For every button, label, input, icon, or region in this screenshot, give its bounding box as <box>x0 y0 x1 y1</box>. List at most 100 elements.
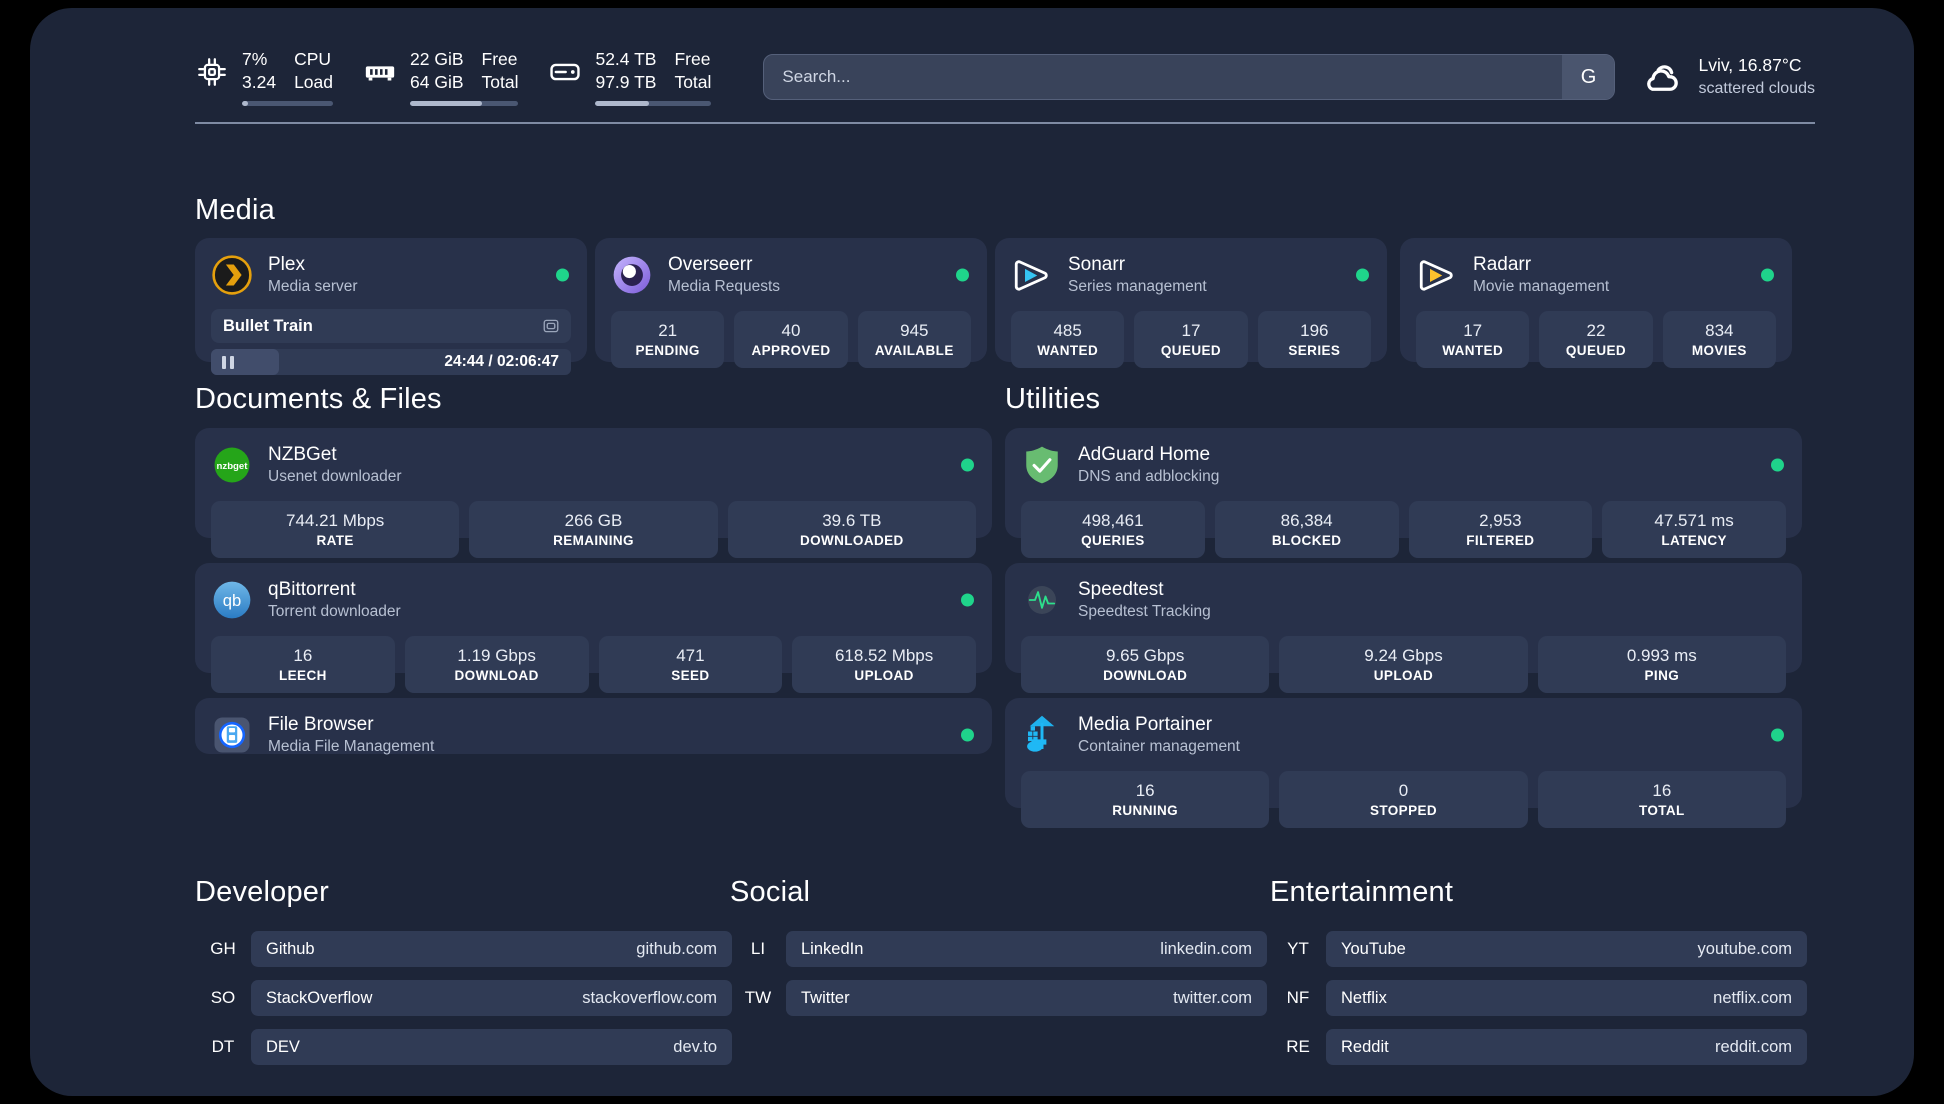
stat-running[interactable]: 16 RUNNING <box>1021 771 1270 829</box>
hardware-stat-disk: 52.4 TB 97.9 TB Free Total <box>548 48 712 106</box>
hardware-progress-bar <box>595 100 712 106</box>
hardware-stat-body: 7% 3.24 CPU Load <box>242 48 333 106</box>
stat-approved[interactable]: 40 APPROVED <box>734 311 848 369</box>
memory-icon <box>363 55 397 89</box>
hardware-label-secondary: Total <box>481 71 519 92</box>
service-card-adguard-home[interactable]: AdGuard Home DNS and adblocking 498,461 … <box>1005 428 1802 559</box>
cpu-icon <box>195 55 229 89</box>
search-engine-button[interactable]: G <box>1562 55 1615 99</box>
bookmark-body: Twitter twitter.com <box>786 980 1267 1016</box>
bookmark-item-netflix[interactable]: NF Netflix netflix.com <box>1270 980 1807 1016</box>
service-card-nzbget[interactable]: nzbget NZBGet Usenet downloader 744.21 M… <box>195 428 992 559</box>
bookmark-item-reddit[interactable]: RE Reddit reddit.com <box>1270 1029 1807 1065</box>
stat-blocked[interactable]: 86,384 BLOCKED <box>1214 501 1399 559</box>
stat-value: 498,461 <box>1082 511 1144 530</box>
stat-upload[interactable]: 618.52 Mbps UPLOAD <box>792 636 976 694</box>
service-card-plex[interactable]: Plex Media server Bullet Train 24:44 / 0… <box>195 238 587 375</box>
stat-queries[interactable]: 498,461 QUERIES <box>1021 501 1205 559</box>
section-title-documents: Documents & Files <box>195 383 442 415</box>
stat-queued[interactable]: 17 QUEUED <box>1134 311 1248 369</box>
stat-filtered[interactable]: 2,953 FILTERED <box>1408 501 1593 559</box>
dashboard-page: 7% 3.24 CPU Load 22 GiB 64 GiB Free Tota <box>30 8 1914 1096</box>
stat-seed[interactable]: 471 SEED <box>598 636 783 694</box>
card-meta: File Browser Media File Management <box>268 713 434 758</box>
stat-wanted[interactable]: 17 WANTED <box>1416 311 1530 369</box>
weather-widget[interactable]: Lviv, 16.87°C scattered clouds <box>1641 54 1815 99</box>
stat-downloaded[interactable]: 39.6 TB DOWNLOADED <box>727 501 976 559</box>
service-card-speedtest[interactable]: Speedtest Speedtest Tracking 9.65 Gbps D… <box>1005 563 1802 694</box>
hardware-value-secondary: 97.9 TB <box>595 71 657 92</box>
stat-label: QUEUED <box>1565 343 1627 359</box>
service-card-sonarr[interactable]: Sonarr Series management 485 WANTED 17 Q… <box>995 238 1387 369</box>
stat-ping[interactable]: 0.993 ms PING <box>1537 636 1786 694</box>
hardware-value-primary: 7% <box>242 49 268 70</box>
card-title: qBittorrent <box>268 578 356 600</box>
hardware-stat-labels: Free Total <box>674 48 711 93</box>
stat-label: DOWNLOAD <box>1103 668 1188 684</box>
bookmark-url: netflix.com <box>1713 988 1792 1007</box>
card-subtitle: Series management <box>1068 278 1207 296</box>
bookmark-abbr: NF <box>1286 988 1310 1007</box>
pause-icon[interactable] <box>222 355 234 369</box>
card-title: Media Portainer <box>1078 713 1213 735</box>
stat-label: SERIES <box>1288 343 1341 359</box>
stat-upload[interactable]: 9.24 Gbps UPLOAD <box>1279 636 1528 694</box>
stat-total[interactable]: 16 TOTAL <box>1537 771 1786 829</box>
stat-leech[interactable]: 16 LEECH <box>211 636 395 694</box>
bookmark-group-title: Entertainment <box>1270 876 1454 908</box>
stat-label: FILTERED <box>1466 533 1535 549</box>
stat-stopped[interactable]: 0 STOPPED <box>1279 771 1528 829</box>
bookmark-item-youtube[interactable]: YT YouTube youtube.com <box>1270 931 1807 967</box>
portainer-icon <box>1021 714 1063 756</box>
bookmark-url: dev.to <box>673 1037 717 1056</box>
stat-series[interactable]: 196 SERIES <box>1257 311 1371 369</box>
bookmark-item-linkedin[interactable]: LI LinkedIn linkedin.com <box>730 931 1267 967</box>
now-playing-bar[interactable]: Bullet Train <box>211 309 571 343</box>
bookmark-item-dev[interactable]: DT DEV dev.to <box>195 1029 732 1065</box>
bookmark-abbr: RE <box>1286 1037 1310 1056</box>
stat-label: PING <box>1644 668 1680 684</box>
search-bar[interactable]: G <box>763 54 1616 100</box>
service-card-file-browser[interactable]: File Browser Media File Management <box>195 698 992 755</box>
header-divider <box>195 122 1815 124</box>
service-card-radarr[interactable]: Radarr Movie management 17 WANTED 22 QUE… <box>1400 238 1792 369</box>
plex-icon <box>211 254 253 296</box>
bookmark-item-stackoverflow[interactable]: SO StackOverflow stackoverflow.com <box>195 980 732 1016</box>
bookmark-abbr: SO <box>210 988 236 1007</box>
card-meta: Overseerr Media Requests <box>668 253 780 298</box>
bookmark-name: Twitter <box>801 988 850 1007</box>
service-card-media-portainer[interactable]: Media Portainer Container management 16 … <box>1005 698 1802 829</box>
card-subtitle: Movie management <box>1473 278 1610 296</box>
card-header: Overseerr Media Requests <box>611 251 971 299</box>
service-card-qbittorrent[interactable]: qb qBittorrent Torrent downloader 16 LEE… <box>195 563 992 694</box>
bookmark-item-github[interactable]: GH Github github.com <box>195 931 732 967</box>
bookmark-abbr: DT <box>211 1037 235 1056</box>
card-subtitle: Container management <box>1078 738 1240 756</box>
bookmark-name: LinkedIn <box>801 939 864 958</box>
stat-available[interactable]: 945 AVAILABLE <box>857 311 971 369</box>
stat-download[interactable]: 9.65 Gbps DOWNLOAD <box>1021 636 1270 694</box>
stat-remaining[interactable]: 266 GB REMAINING <box>469 501 718 559</box>
stat-queued[interactable]: 22 QUEUED <box>1539 311 1653 369</box>
status-badge <box>961 593 974 607</box>
stat-rate[interactable]: 744.21 Mbps RATE <box>211 501 460 559</box>
hardware-label-primary: Free <box>481 49 518 70</box>
stat-movies[interactable]: 834 MOVIES <box>1662 311 1776 369</box>
speedtest-icon <box>1021 579 1063 621</box>
adguard-icon <box>1021 444 1063 486</box>
bookmark-item-twitter[interactable]: TW Twitter twitter.com <box>730 980 1267 1016</box>
cast-icon[interactable] <box>542 317 560 335</box>
search-input[interactable] <box>764 55 1563 99</box>
service-card-overseerr[interactable]: Overseerr Media Requests 21 PENDING 40 A… <box>595 238 987 369</box>
bookmark-abbr: TW <box>744 988 772 1007</box>
stat-download[interactable]: 1.19 Gbps DOWNLOAD <box>404 636 589 694</box>
stat-latency[interactable]: 47.571 ms LATENCY <box>1602 501 1786 559</box>
card-subtitle: Torrent downloader <box>268 603 401 621</box>
stat-value: 39.6 TB <box>822 511 882 530</box>
stat-pending[interactable]: 21 PENDING <box>611 311 725 369</box>
header-bar: 7% 3.24 CPU Load 22 GiB 64 GiB Free Tota <box>195 34 1815 120</box>
stat-wanted[interactable]: 485 WANTED <box>1011 311 1125 369</box>
playback-progress[interactable]: 24:44 / 02:06:47 <box>211 349 571 375</box>
stat-label: WANTED <box>1442 343 1504 359</box>
stat-value: 9.24 Gbps <box>1364 646 1443 665</box>
